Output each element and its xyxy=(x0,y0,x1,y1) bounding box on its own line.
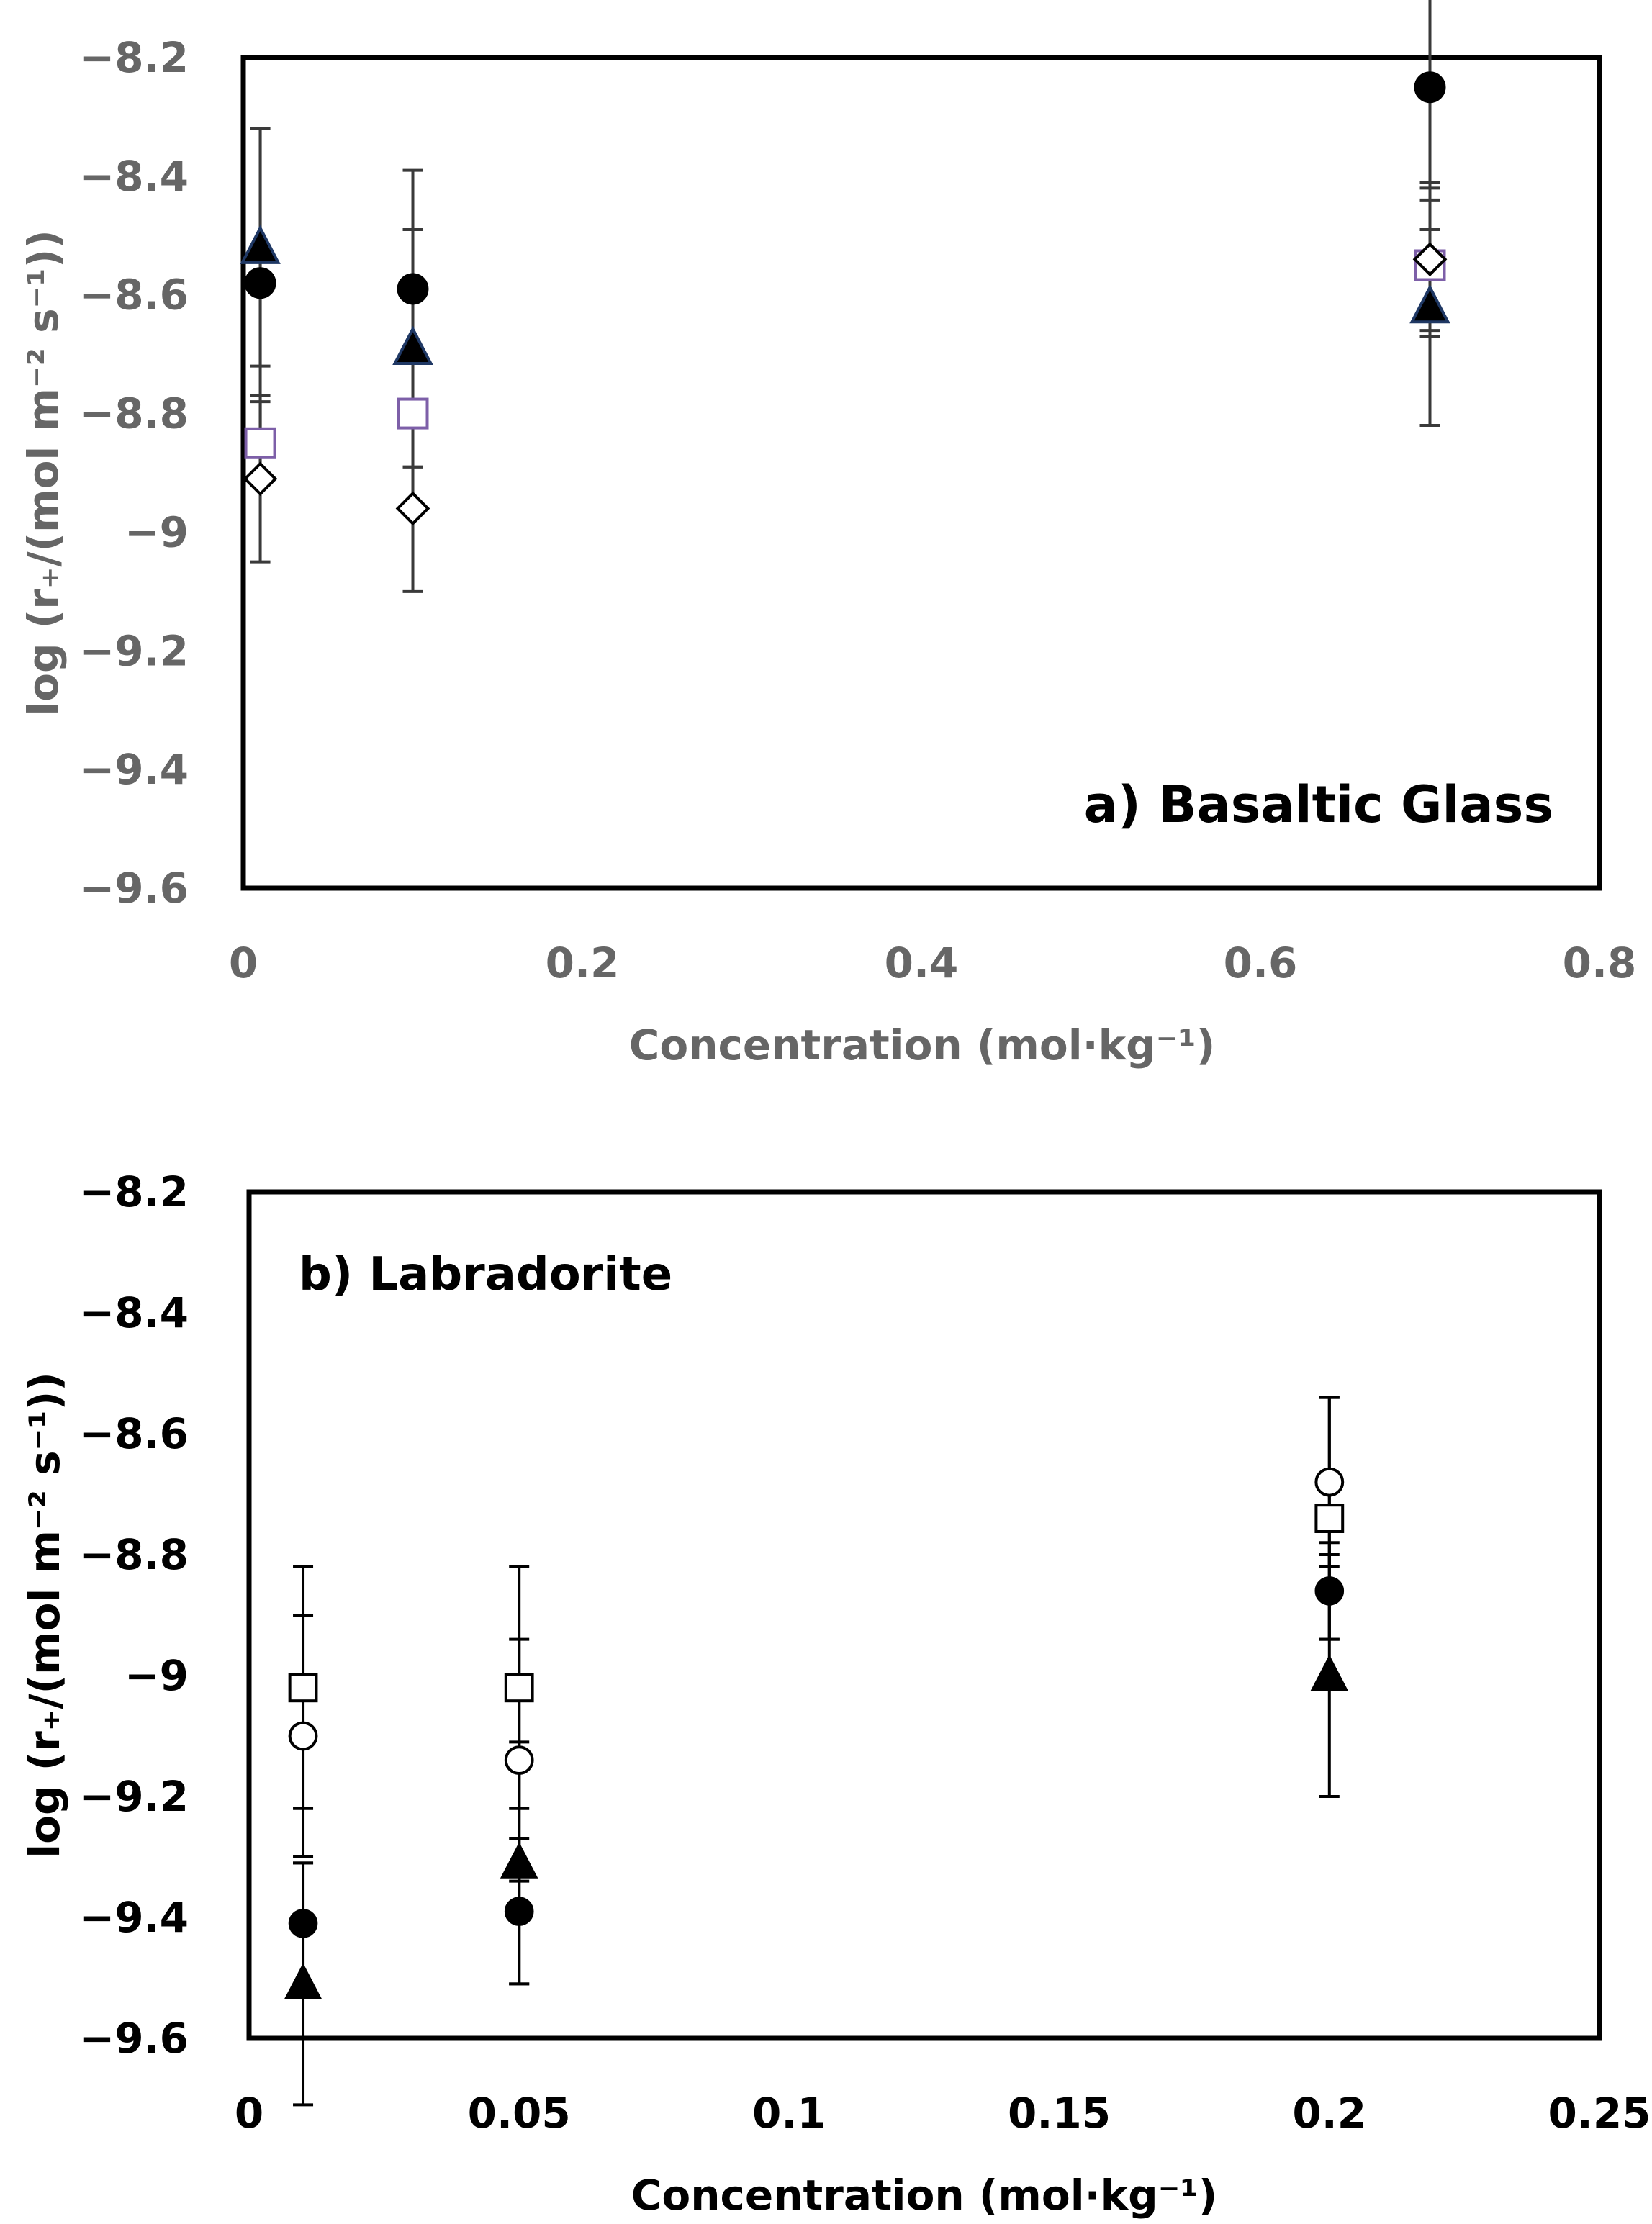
y-tick-label: −9 xyxy=(125,507,189,556)
data-point-open-square xyxy=(244,427,276,459)
data-point-filled-triangle xyxy=(240,225,281,264)
y-tick-label: −8.4 xyxy=(80,1288,189,1337)
data-point-open-diamond xyxy=(1412,242,1448,277)
x-tick-label: 0.8 xyxy=(1563,939,1637,987)
y-tick-label: −8.2 xyxy=(80,1167,189,1216)
y-tick-label: −9.4 xyxy=(80,745,189,794)
series-open-circle xyxy=(293,1396,1340,1883)
data-point-open-circle xyxy=(288,1721,318,1751)
y-tick-label: −9.4 xyxy=(80,1893,189,1942)
data-point-filled-triangle xyxy=(392,325,433,365)
y-tick-label: −8.2 xyxy=(80,33,189,82)
x-tick-label: 0.2 xyxy=(1292,2089,1366,2138)
y-tick-label: −8.6 xyxy=(80,1409,189,1458)
markers-filled-circle xyxy=(288,1576,1345,1938)
data-point-open-diamond xyxy=(243,461,278,497)
data-point-filled-triangle xyxy=(1310,1654,1349,1691)
markers-open-circle xyxy=(288,1467,1345,1776)
x-tick-label: 0.6 xyxy=(1224,939,1298,987)
x-tick-label: 0.05 xyxy=(468,2089,571,2138)
plot-frame xyxy=(246,1189,1602,2041)
series-open-square xyxy=(250,198,1440,487)
series-filled-circle xyxy=(250,0,1440,439)
data-point-filled-circle xyxy=(504,1897,534,1926)
chart-title: b) Labradorite xyxy=(299,1248,672,1301)
data-point-open-circle xyxy=(1314,1467,1345,1497)
data-point-open-square xyxy=(504,1673,534,1703)
y-axis-title: log (r₊/(mol m⁻² s⁻¹)) xyxy=(20,1372,69,1858)
y-tick-label: −9 xyxy=(125,1651,189,1700)
data-point-filled-circle xyxy=(1314,1576,1345,1606)
data-point-filled-circle xyxy=(244,267,276,299)
chart-panel-2: 0 0.05 0.1 0.15 0.2 0.25 −8.2 −8.4 −8.6 −8.8 −9 −9.… xyxy=(20,1167,1651,2220)
series-filled-triangle xyxy=(293,1553,1340,2107)
chart-panel-1: 0 0.2 0.4 0.6 0.8 −8.2 −8.4 −8.6 −8.8 −9 −9.2 −9.4 −… xyxy=(19,0,1636,1070)
data-point-open-circle xyxy=(504,1745,534,1776)
y-tick-label: −9.6 xyxy=(80,2014,189,2063)
y-tick-label: −9.2 xyxy=(80,626,189,675)
data-point-open-square xyxy=(288,1673,318,1703)
x-tick-label: 0.15 xyxy=(1008,2089,1111,2138)
x-tick-label: 0.2 xyxy=(546,939,620,987)
y-tick-label: −8.8 xyxy=(80,389,189,438)
x-axis-title: Concentration (mol·kg⁻¹) xyxy=(631,2171,1217,2220)
series-filled-circle xyxy=(293,1541,1340,1986)
x-tick-label: 0.1 xyxy=(752,2089,826,2138)
data-point-filled-triangle xyxy=(500,1842,538,1879)
x-tick-label: 0.4 xyxy=(885,939,959,987)
markers-filled-triangle xyxy=(284,1654,1349,1999)
data-point-open-square xyxy=(1314,1504,1345,1533)
chart-title: a) Basaltic Glass xyxy=(1084,775,1553,834)
data-point-filled-triangle xyxy=(1409,284,1450,324)
x-axis-title: Concentration (mol·kg⁻¹) xyxy=(629,1021,1215,1070)
plot-frame xyxy=(240,55,1602,891)
y-tick-label: −8.8 xyxy=(80,1530,189,1579)
data-point-filled-circle xyxy=(397,273,429,305)
markers-open-square xyxy=(288,1504,1345,1703)
x-tick-label: 0.25 xyxy=(1548,2089,1651,2138)
y-tick-label: −8.4 xyxy=(80,152,189,201)
y-tick-label: −9.2 xyxy=(80,1772,189,1821)
markers-filled-triangle xyxy=(240,225,1450,365)
data-point-open-diamond xyxy=(395,491,430,526)
markers-open-diamond xyxy=(243,242,1448,526)
x-tick-label: 0 xyxy=(235,2089,263,2138)
y-tick-label: −9.6 xyxy=(80,864,189,913)
markers-filled-circle xyxy=(244,71,1446,305)
x-tick-label: 0 xyxy=(229,939,258,987)
data-point-filled-circle xyxy=(1414,71,1446,104)
data-point-filled-circle xyxy=(288,1909,318,1938)
data-point-open-square xyxy=(397,397,429,430)
y-axis-title: log (r₊/(mol m⁻² s⁻¹)) xyxy=(19,230,68,715)
y-tick-label: −8.6 xyxy=(80,271,189,320)
series-open-square xyxy=(293,1396,1340,1810)
series-open-diamond xyxy=(250,181,1440,593)
data-point-filled-triangle xyxy=(284,1963,322,1999)
